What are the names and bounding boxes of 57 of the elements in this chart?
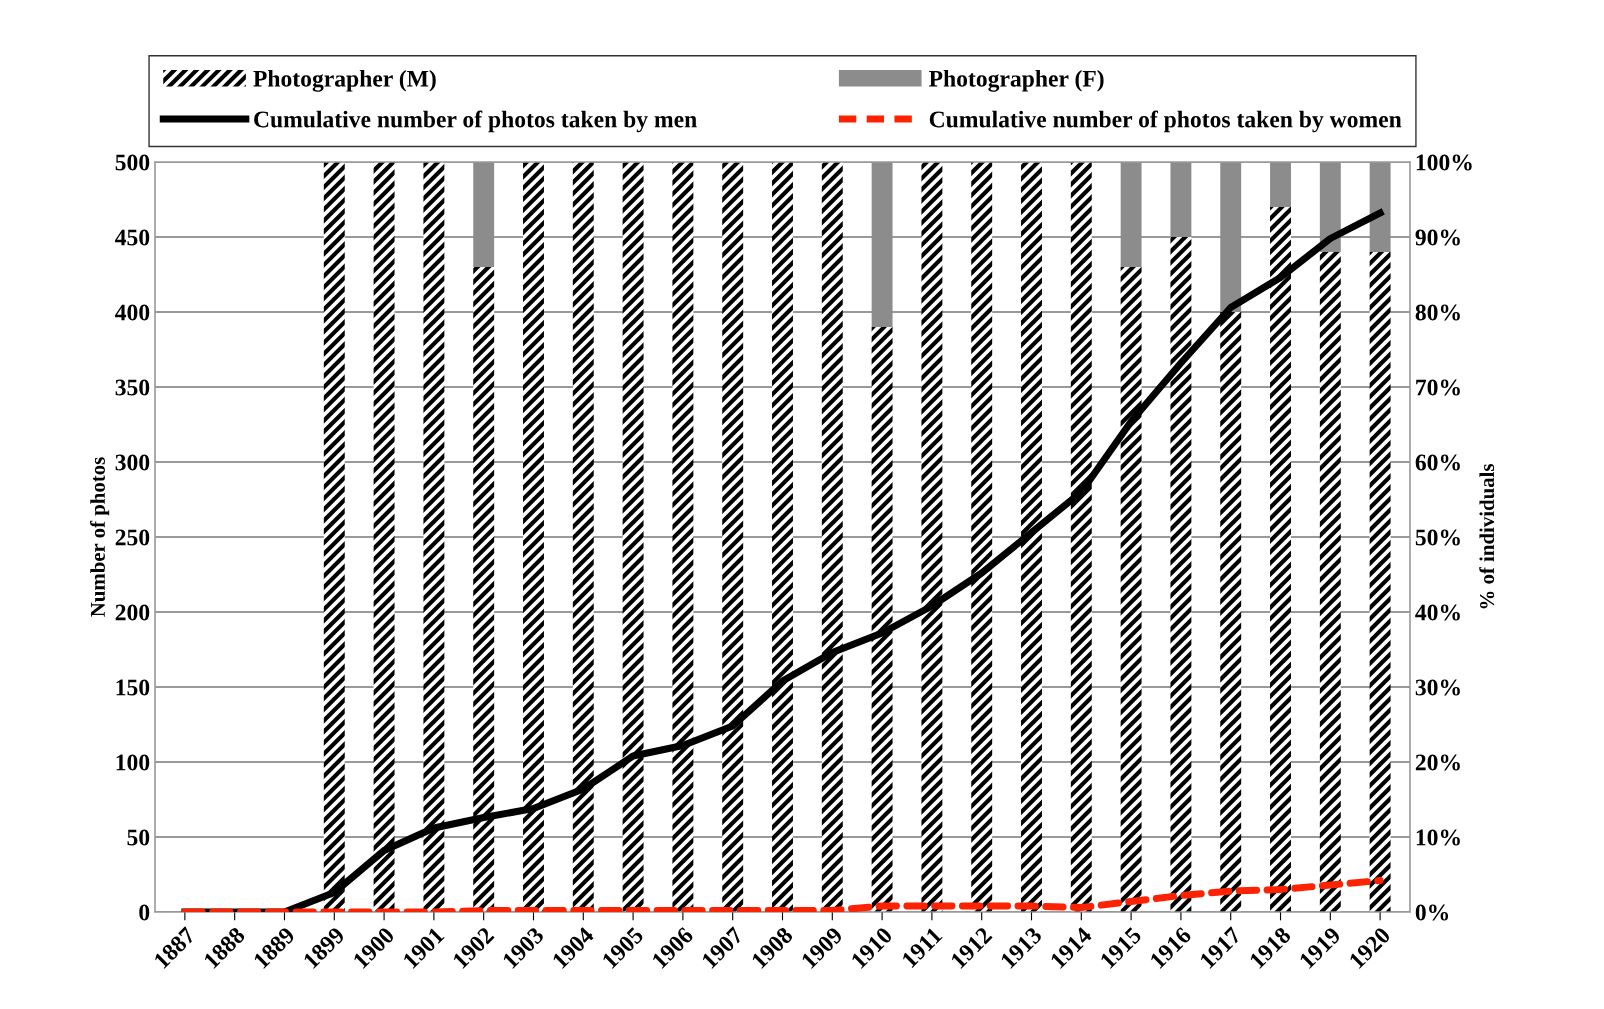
bar bbox=[1170, 162, 1192, 237]
bar bbox=[1369, 162, 1391, 252]
y2-tick-label: 50% bbox=[1415, 529, 1460, 546]
y-tick-label: 50 bbox=[127, 829, 150, 846]
bar bbox=[1070, 162, 1092, 912]
bar bbox=[1270, 207, 1291, 912]
bar bbox=[1319, 252, 1341, 912]
bar bbox=[323, 162, 345, 912]
bar bbox=[1319, 162, 1341, 252]
bar bbox=[1369, 252, 1391, 912]
y2-tick-label: 10% bbox=[1416, 829, 1460, 846]
legend-label: Cumulative number of photos taken by men bbox=[254, 110, 697, 133]
y-axis-title: Number of photos bbox=[90, 457, 110, 617]
y2-tick-label: 60% bbox=[1415, 454, 1460, 471]
bar bbox=[672, 162, 694, 912]
legend-label: Cumulative number of photos taken by women bbox=[929, 110, 1402, 133]
bar bbox=[423, 162, 445, 912]
y-tick-label: 200 bbox=[115, 604, 150, 621]
bar bbox=[1170, 237, 1192, 912]
bar bbox=[871, 162, 893, 327]
y2-tick-label: 0% bbox=[1415, 904, 1449, 921]
bar bbox=[523, 162, 544, 912]
bar bbox=[971, 162, 993, 912]
y2-axis-title: % of individuals bbox=[1479, 463, 1495, 609]
bar bbox=[772, 162, 793, 912]
y2-tick-label: 30% bbox=[1415, 679, 1460, 696]
bar bbox=[1120, 267, 1142, 912]
y-tick-label: 150 bbox=[116, 679, 150, 696]
y-tick-label: 0 bbox=[139, 904, 150, 921]
y2-tick-label: 20% bbox=[1415, 754, 1460, 771]
bar bbox=[1270, 162, 1291, 207]
bar bbox=[722, 162, 744, 912]
y2-tick-label: 80% bbox=[1415, 304, 1460, 321]
y-tick-label: 400 bbox=[115, 304, 150, 321]
y-tick-label: 350 bbox=[115, 379, 150, 396]
bar bbox=[473, 267, 495, 912]
y-tick-label: 100 bbox=[116, 754, 150, 771]
bar bbox=[1021, 162, 1042, 912]
bar bbox=[921, 162, 943, 912]
y2-tick-label: 40% bbox=[1415, 604, 1460, 621]
bar bbox=[473, 162, 495, 267]
x-tick-label: 1911 bbox=[901, 926, 943, 969]
bar bbox=[622, 162, 644, 912]
y2-tick-label: 100% bbox=[1416, 154, 1472, 171]
bar bbox=[1120, 162, 1142, 267]
y-tick-label: 500 bbox=[115, 154, 150, 171]
bar bbox=[1220, 312, 1242, 912]
bar bbox=[1220, 162, 1242, 312]
y-tick-label: 300 bbox=[115, 454, 150, 471]
y2-tick-label: 90% bbox=[1415, 229, 1460, 246]
bar bbox=[373, 162, 395, 912]
y-tick-label: 250 bbox=[115, 529, 150, 546]
legend-label: Photographer (F) bbox=[929, 70, 1104, 92]
y2-tick-label: 70% bbox=[1416, 379, 1460, 396]
bar bbox=[871, 327, 893, 912]
y-tick-label: 450 bbox=[115, 229, 150, 246]
legend-label: Photographer (M) bbox=[253, 70, 436, 92]
